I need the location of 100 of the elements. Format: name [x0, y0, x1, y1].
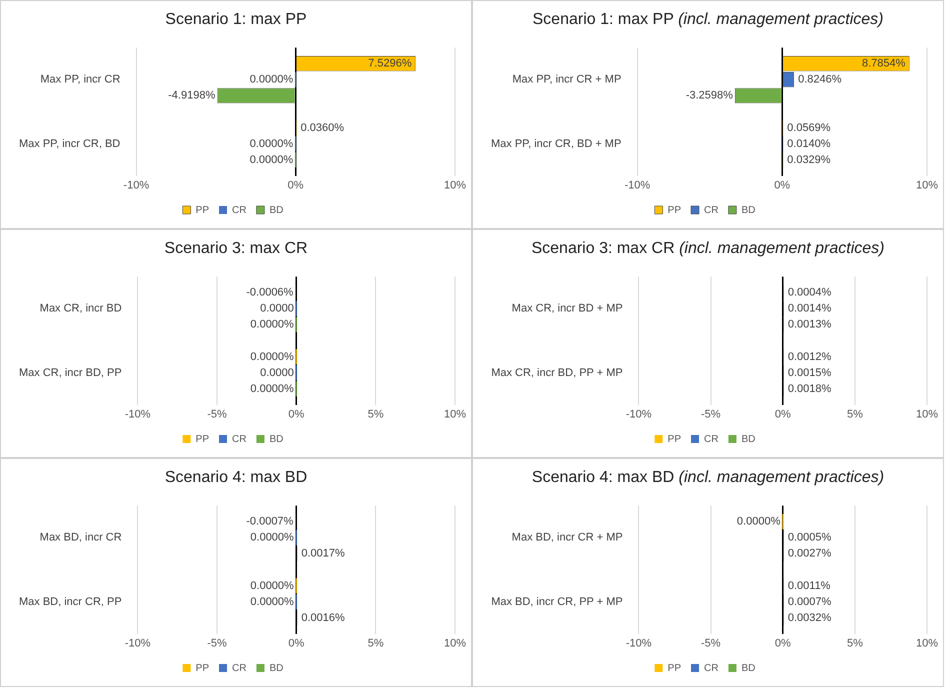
data-label: 0.0000%	[250, 350, 294, 363]
x-tick-label: -5%	[701, 408, 721, 420]
legend-label: PP	[196, 204, 210, 216]
y-tick-label: Max BD, incr CR, PP	[18, 596, 122, 608]
data-label: 0.0329%	[787, 154, 831, 166]
data-label: 0.0004%	[788, 286, 832, 299]
x-tick-label: -10%	[626, 408, 652, 420]
data-label: 0.0569%	[787, 122, 831, 134]
legend-label: BD	[741, 434, 756, 445]
y-tick-label: Max CR, incr BD + MP	[512, 302, 623, 315]
x-tick-label: 0%	[288, 179, 304, 192]
legend-label: BD	[269, 434, 284, 445]
data-label: 0.0000%	[736, 516, 781, 528]
data-label: -3.2598%	[686, 90, 734, 102]
data-label: 0.0000%	[250, 382, 294, 395]
x-tick-label: 10%	[444, 179, 466, 192]
legend-label: PP	[196, 434, 210, 445]
data-label: -0.0007%	[246, 516, 294, 528]
data-label: 0.8246%	[798, 74, 842, 86]
data-label: 0.0000%	[250, 532, 294, 544]
x-tick-label: 0%	[774, 637, 792, 650]
data-label: 0.0015%	[788, 366, 832, 379]
y-tick-label: Max PP, incr CR	[40, 74, 120, 86]
data-label: 0.0360%	[300, 122, 344, 134]
data-label: -0.0006%	[246, 286, 294, 299]
legend-label: BD	[269, 204, 284, 216]
data-label: -4.9198%	[168, 90, 216, 102]
data-label: 0.0000%	[250, 318, 294, 331]
x-tick-label: -5%	[207, 408, 228, 420]
legend-label: CR	[704, 662, 718, 674]
legend-label: CR	[704, 434, 718, 445]
x-tick-label: -5%	[207, 637, 228, 650]
chart-title: Scenario 1: max PP	[165, 11, 307, 28]
chart-title: Scenario 3: max CR	[531, 240, 675, 257]
data-label: 0.0012%	[788, 350, 832, 363]
x-tick-label: 10%	[444, 408, 466, 420]
data-label: 0.0005%	[788, 532, 832, 544]
x-tick-label: 0%	[288, 637, 305, 650]
chart-title: Scenario 4: max BD	[164, 469, 308, 486]
legend-label: PP	[196, 662, 210, 674]
chart-title: Scenario 3: max CR	[164, 240, 308, 257]
data-label: 0.0000%	[250, 154, 294, 166]
data-label: 0.0140%	[787, 138, 831, 150]
data-label: 0.0000	[260, 302, 294, 315]
legend-label: PP	[668, 204, 682, 216]
data-label: 0.0018%	[788, 382, 832, 395]
legend-label: CR	[704, 204, 718, 216]
x-tick-label: 10%	[916, 408, 938, 420]
legend-label: CR	[232, 204, 246, 216]
y-tick-label: Max CR, incr BD, PP + MP	[491, 366, 623, 379]
data-label: 0.0032%	[788, 612, 832, 624]
x-tick-label: 10%	[444, 637, 466, 650]
chart-title: Scenario 1: max PP	[532, 11, 674, 28]
legend-label: PP	[668, 662, 682, 674]
legend-label: BD	[741, 204, 756, 216]
x-tick-label: 5%	[368, 637, 384, 650]
x-tick-label: 0%	[774, 408, 792, 420]
data-label: 0.0000%	[250, 580, 294, 592]
x-tick-label: 0%	[774, 179, 790, 192]
chart-subtitle: (incl. management practices)	[679, 240, 885, 257]
x-tick-label: 5%	[846, 408, 864, 420]
x-tick-label: 10%	[916, 637, 938, 650]
data-label: 0.0014%	[788, 302, 832, 315]
x-tick-label: 0%	[288, 408, 305, 420]
y-tick-label: Max PP, incr CR + MP	[512, 74, 622, 86]
data-label: 0.0027%	[788, 548, 832, 560]
data-label: 0.0007%	[788, 596, 832, 608]
data-label: 0.0000	[260, 366, 294, 379]
data-label: 0.0011%	[788, 580, 831, 592]
x-tick-label: 10%	[916, 179, 938, 192]
y-tick-label: Max BD, incr CR	[40, 532, 122, 544]
y-tick-label: Max PP, incr CR, BD + MP	[490, 138, 622, 150]
x-tick-label: 5%	[368, 408, 384, 420]
data-label: 0.0000%	[250, 596, 294, 608]
y-tick-label: Max CR, incr BD, PP	[18, 366, 122, 379]
legend-label: PP	[668, 434, 682, 445]
data-label: 0.0000%	[250, 138, 294, 150]
x-tick-label: -5%	[701, 637, 721, 650]
data-label: 0.0016%	[301, 612, 345, 624]
legend-label: BD	[741, 662, 756, 674]
legend-label: CR	[232, 662, 246, 674]
x-tick-label: -10%	[124, 408, 151, 420]
x-tick-label: 5%	[846, 637, 864, 650]
x-tick-label: -10%	[124, 637, 151, 650]
x-tick-label: -10%	[626, 637, 652, 650]
chart-subtitle: (incl. management practices)	[678, 11, 884, 28]
y-tick-label: Max BD, incr CR, PP + MP	[491, 596, 623, 608]
data-label: 7.5296%	[368, 58, 412, 70]
data-label: 0.0017%	[301, 548, 345, 560]
x-tick-label: -10%	[123, 179, 150, 192]
data-label: 0.0013%	[788, 318, 832, 331]
y-tick-label: Max CR, incr BD	[40, 302, 122, 315]
legend-label: CR	[232, 434, 246, 445]
x-tick-label: -10%	[624, 179, 650, 192]
legend-label: BD	[269, 662, 284, 674]
y-tick-label: Max PP, incr CR, BD	[18, 138, 120, 150]
data-label: 0.0000%	[250, 74, 294, 86]
chart-title: Scenario 4: max BD	[532, 469, 674, 486]
data-label: 8.7854%	[862, 58, 906, 70]
y-tick-label: Max BD, incr CR + MP	[512, 532, 623, 544]
